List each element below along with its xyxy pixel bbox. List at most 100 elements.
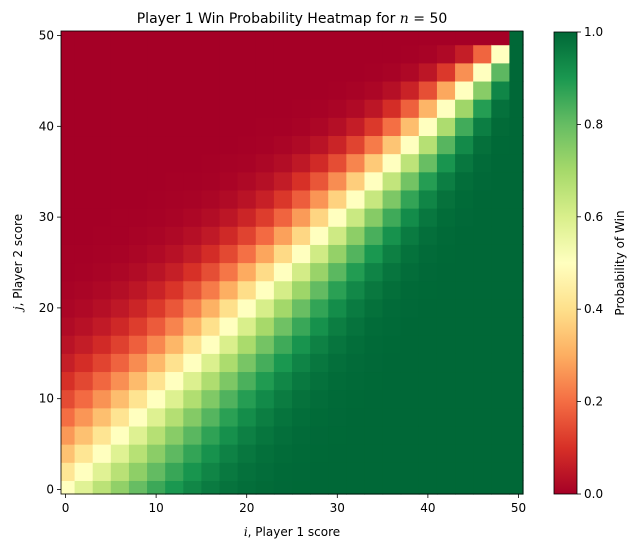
- heatmap-cell: [292, 135, 311, 155]
- heatmap-cell: [509, 353, 524, 373]
- heatmap-cell: [310, 335, 329, 354]
- heatmap-cell: [110, 208, 130, 227]
- heatmap-cell: [147, 171, 166, 191]
- heatmap-cell: [418, 335, 438, 354]
- heatmap-cell: [346, 298, 366, 318]
- heatmap-cell: [128, 135, 148, 155]
- heatmap-cell: [292, 99, 311, 118]
- heatmap-cell: [346, 335, 366, 354]
- heatmap-cell: [509, 298, 524, 318]
- heatmap-cell: [165, 117, 184, 137]
- heatmap-cell: [455, 407, 474, 427]
- heatmap-cell: [364, 226, 384, 245]
- heatmap-cell: [418, 208, 438, 227]
- heatmap-cell: [110, 389, 130, 409]
- heatmap-cell: [364, 425, 384, 445]
- colorbar-tick-label: 0.4: [584, 302, 603, 316]
- heatmap-cell: [382, 31, 402, 46]
- heatmap-cell: [418, 425, 438, 445]
- heatmap-cell: [92, 425, 112, 445]
- heatmap-cell: [273, 316, 293, 336]
- heatmap-cell: [147, 31, 166, 46]
- heatmap-cell: [219, 280, 239, 300]
- heatmap-cell: [436, 80, 456, 100]
- heatmap-cell: [147, 335, 166, 354]
- heatmap-cell: [491, 135, 511, 155]
- heatmap-cell: [61, 335, 76, 354]
- heatmap-cell: [400, 153, 420, 173]
- heatmap-cell: [183, 371, 203, 391]
- heatmap-cell: [92, 389, 112, 409]
- heatmap-cell: [147, 135, 166, 155]
- heatmap-cell: [509, 262, 524, 282]
- heatmap-cell: [237, 62, 257, 82]
- heatmap-cell: [418, 444, 438, 463]
- heatmap-cell: [110, 171, 130, 191]
- y-tick-label: 30: [39, 210, 54, 224]
- heatmap-cell: [346, 407, 366, 427]
- heatmap-cell: [219, 117, 239, 137]
- heatmap-cell: [346, 462, 366, 481]
- heatmap-cell: [491, 262, 511, 282]
- colorbar-tick-label: 0.0: [584, 487, 603, 501]
- heatmap-cell: [382, 353, 402, 373]
- heatmap-cell: [346, 425, 366, 445]
- heatmap-cell: [310, 316, 329, 336]
- heatmap-cell: [436, 117, 456, 137]
- heatmap-cell: [273, 135, 293, 155]
- heatmap-cell: [400, 226, 420, 245]
- heatmap-cell: [183, 153, 203, 173]
- heatmap-cell: [61, 353, 76, 373]
- x-tick-label: 40: [420, 501, 435, 515]
- heatmap-cell: [364, 335, 384, 354]
- heatmap-cell: [237, 189, 257, 209]
- heatmap-cell: [491, 280, 511, 300]
- heatmap-cell: [382, 407, 402, 427]
- heatmap-cell: [273, 335, 293, 354]
- heatmap-cell: [128, 226, 148, 245]
- heatmap-cell: [165, 425, 184, 445]
- heatmap-cell: [255, 99, 275, 118]
- heatmap-cell: [364, 244, 384, 264]
- heatmap-cell: [310, 80, 329, 100]
- heatmap-cell: [292, 353, 311, 373]
- heatmap-cell: [61, 280, 76, 300]
- heatmap-cell: [183, 389, 203, 409]
- heatmap-cell: [183, 31, 203, 46]
- heatmap-cell: [255, 462, 275, 481]
- heatmap-cell: [219, 153, 239, 173]
- heatmap-cell: [400, 31, 420, 46]
- heatmap-cell: [201, 425, 221, 445]
- heatmap-cell: [310, 171, 329, 191]
- heatmap-cell: [346, 62, 366, 82]
- heatmap-cell: [165, 31, 184, 46]
- heatmap-cell: [183, 135, 203, 155]
- heatmap-cell: [219, 298, 239, 318]
- heatmap-cell: [455, 389, 474, 409]
- heatmap-cell: [328, 226, 347, 245]
- heatmap-cell: [418, 62, 438, 82]
- heatmap-cell: [328, 371, 347, 391]
- heatmap-cell: [310, 44, 329, 64]
- y-tick-label: 50: [39, 29, 54, 43]
- heatmap-cell: [491, 189, 511, 209]
- heatmap-cell: [418, 226, 438, 245]
- heatmap-cell: [201, 171, 221, 191]
- heatmap-cell: [382, 208, 402, 227]
- heatmap-cell: [310, 389, 329, 409]
- heatmap-cell: [61, 99, 76, 118]
- heatmap-cell: [237, 44, 257, 64]
- heatmap-cell: [491, 298, 511, 318]
- heatmap-cell: [110, 153, 130, 173]
- heatmap-cell: [201, 80, 221, 100]
- heatmap-cell: [418, 189, 438, 209]
- heatmap-cell: [165, 226, 184, 245]
- heatmap-cell: [455, 117, 474, 137]
- heatmap-cell: [382, 298, 402, 318]
- heatmap-cell: [436, 153, 456, 173]
- heatmap-cell: [491, 208, 511, 227]
- heatmap-cell: [346, 371, 366, 391]
- heatmap-cell: [201, 31, 221, 46]
- x-axis-label: i, Player 1 score: [244, 525, 340, 539]
- heatmap-cell: [418, 407, 438, 427]
